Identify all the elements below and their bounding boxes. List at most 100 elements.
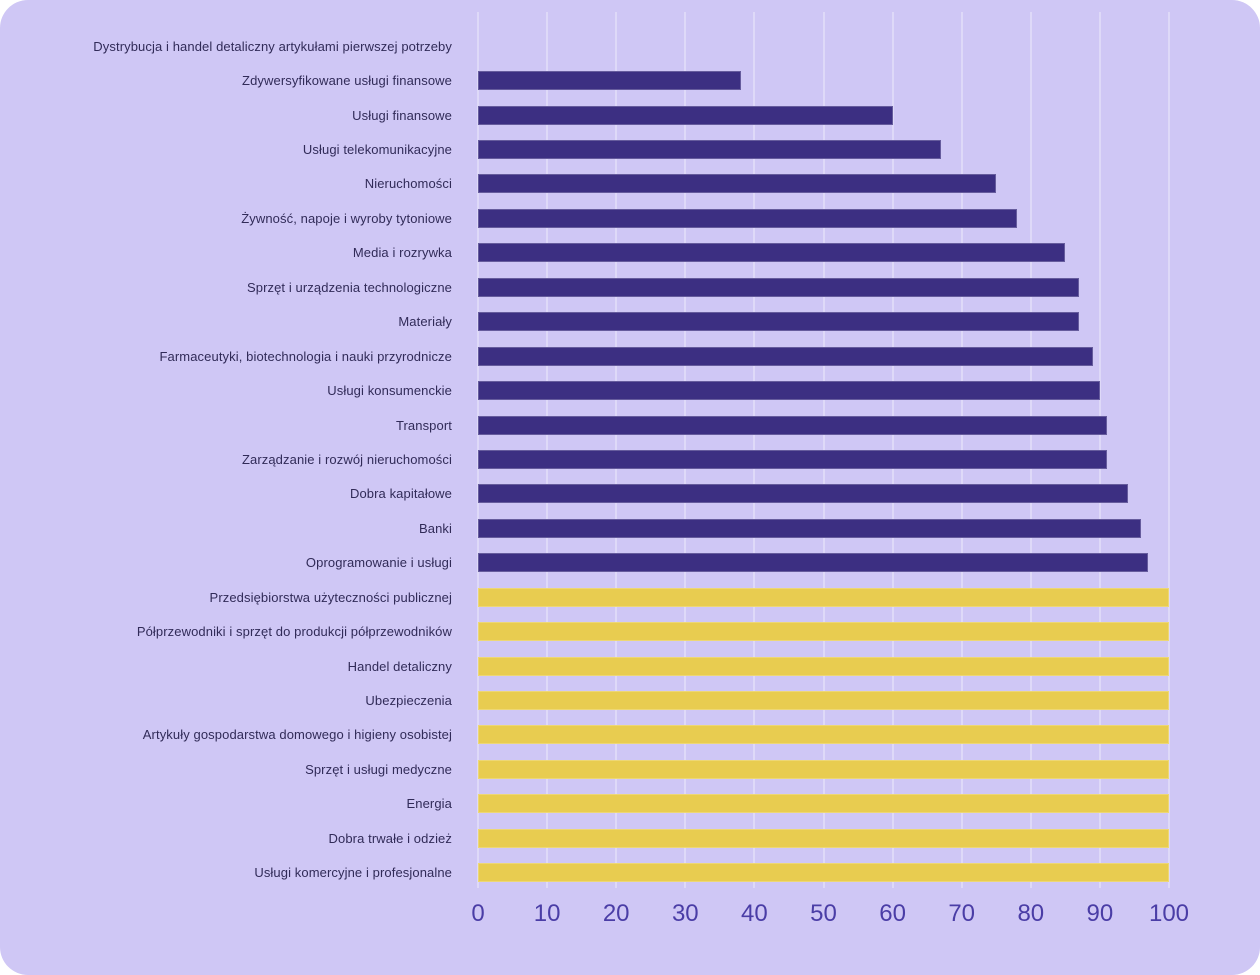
bar — [478, 518, 1142, 538]
bar — [478, 449, 1107, 469]
x-tick-label: 0 — [471, 900, 485, 927]
category-label: Banki — [418, 520, 452, 536]
bar-track — [478, 208, 1169, 228]
bar-track — [478, 140, 1169, 160]
chart-row: Usługi komercyjne i profesjonalne — [0, 856, 1169, 890]
category-label: Zdywersyfikowane usługi finansowe — [242, 73, 452, 89]
bar-track — [478, 37, 1169, 56]
chart-row: Banki — [0, 511, 1169, 545]
bar-track — [478, 863, 1169, 883]
chart-row: Materiały — [0, 305, 1169, 339]
chart-row: Usługi konsumenckie — [0, 373, 1169, 407]
category-label: Artykuły gospodarstwa domowego i higieny… — [142, 727, 452, 743]
category-label: Nieruchomości — [364, 176, 452, 192]
chart-row: Zarządzanie i rozwój nieruchomości — [0, 442, 1169, 476]
bar-track — [478, 794, 1169, 814]
category-label: Usługi finansowe — [352, 107, 452, 123]
bar — [478, 587, 1169, 607]
x-tick-label: 80 — [1017, 900, 1045, 927]
category-label: Transport — [395, 417, 452, 433]
bar-track — [478, 656, 1169, 676]
bar — [478, 140, 941, 160]
bar-track — [478, 71, 1169, 91]
chart-row: Dystrybucja i handel detaliczny artykuła… — [0, 29, 1169, 63]
bar-track — [478, 587, 1169, 607]
category-label: Zarządzanie i rozwój nieruchomości — [241, 451, 452, 467]
bar — [478, 553, 1149, 573]
bar-track — [478, 243, 1169, 263]
category-label: Materiały — [398, 314, 452, 330]
bar-track — [478, 691, 1169, 711]
chart-row: Dobra trwałe i odzież — [0, 821, 1169, 855]
bar-track — [478, 449, 1169, 469]
chart-row: Artykuły gospodarstwa domowego i higieny… — [0, 718, 1169, 752]
bar — [478, 691, 1169, 711]
x-tick-label: 30 — [671, 900, 699, 927]
chart-row: Nieruchomości — [0, 167, 1169, 201]
x-tick-label: 40 — [741, 900, 768, 927]
bar — [478, 622, 1169, 642]
bar — [478, 759, 1169, 779]
chart-row: Handel detaliczny — [0, 649, 1169, 683]
bar-track — [478, 277, 1169, 297]
bar-track — [478, 381, 1169, 401]
bar-rows: Dystrybucja i handel detaliczny artykuła… — [0, 29, 1169, 890]
category-label: Usługi konsumenckie — [327, 383, 452, 399]
x-tick-label: 20 — [602, 900, 630, 927]
category-label: Usługi komercyjne i profesjonalne — [254, 865, 452, 881]
x-tick-label: 10 — [533, 900, 561, 927]
bar-track — [478, 759, 1169, 779]
chart-row: Oprogramowanie i usługi — [0, 546, 1169, 580]
chart-row: Usługi finansowe — [0, 98, 1169, 132]
chart-row: Media i rozrywka — [0, 236, 1169, 270]
bar — [478, 174, 997, 194]
bar-track — [478, 174, 1169, 194]
bar — [478, 656, 1169, 676]
bar-track — [478, 553, 1169, 573]
bar — [478, 828, 1169, 848]
category-label: Przedsiębiorstwa użyteczności publicznej — [209, 589, 452, 605]
bar-track — [478, 346, 1169, 366]
category-label: Media i rozrywka — [352, 245, 452, 261]
bar — [478, 794, 1169, 814]
category-label: Ubezpieczenia — [365, 693, 452, 709]
chart-row: Usługi telekomunikacyjne — [0, 132, 1169, 166]
bar — [478, 725, 1169, 745]
bar — [478, 381, 1100, 401]
x-axis: 0 10 20 30 40 50 60 70 80 90 100 — [471, 900, 1189, 931]
bar — [478, 312, 1080, 332]
x-tick-label: 50 — [810, 900, 837, 927]
x-tick-label: 100 — [1148, 900, 1190, 927]
bar-track — [478, 518, 1169, 538]
category-label: Dystrybucja i handel detaliczny artykuła… — [93, 38, 452, 54]
x-tick-label: 60 — [879, 900, 906, 927]
chart-row: Transport — [0, 408, 1169, 442]
category-label: Sprzęt i urządzenia technologiczne — [246, 279, 452, 295]
category-label: Oprogramowanie i usługi — [305, 555, 452, 571]
category-label: Handel detaliczny — [347, 658, 452, 674]
bar — [478, 277, 1080, 297]
bar — [478, 415, 1107, 435]
chart-row: Zdywersyfikowane usługi finansowe — [0, 63, 1169, 97]
x-tick-label: 70 — [948, 900, 976, 927]
chart-row: Farmaceutyki, biotechnologia i nauki prz… — [0, 339, 1169, 373]
category-label: Żywność, napoje i wyroby tytoniowe — [241, 210, 452, 226]
bar-track — [478, 622, 1169, 642]
x-tick-label: 90 — [1086, 900, 1114, 927]
category-label: Sprzęt i usługi medyczne — [305, 761, 452, 777]
category-label: Usługi telekomunikacyjne — [302, 142, 452, 158]
bar-track — [478, 312, 1169, 332]
bar — [478, 71, 741, 91]
bar-track — [478, 828, 1169, 848]
bar — [478, 105, 893, 125]
chart-row: Półprzewodniki i sprzęt do produkcji pół… — [0, 614, 1169, 648]
bar-track — [478, 105, 1169, 125]
bar-track — [478, 484, 1169, 504]
bar — [478, 484, 1128, 504]
bar-track — [478, 415, 1169, 435]
category-label: Dobra kapitałowe — [349, 486, 452, 502]
chart-row: Żywność, napoje i wyroby tytoniowe — [0, 201, 1169, 235]
chart-row: Ubezpieczenia — [0, 683, 1169, 717]
chart-row: Sprzęt i usługi medyczne — [0, 752, 1169, 786]
